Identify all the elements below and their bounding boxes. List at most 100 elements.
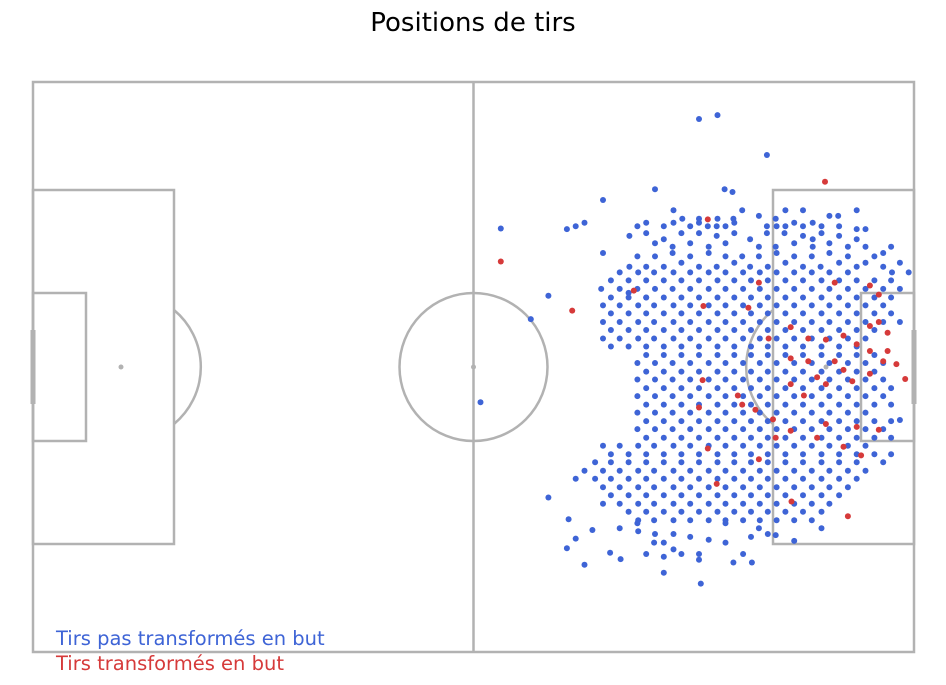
shot-missed-point-242 — [635, 335, 642, 342]
shot-missed-point-197 — [748, 310, 754, 317]
shot-missed-point-431 — [748, 434, 754, 441]
shot-missed-point-162 — [731, 294, 738, 301]
shot-missed-point-275 — [497, 225, 504, 232]
shot-missed-point-515 — [714, 475, 721, 482]
shot-missed-point-529 — [687, 484, 694, 491]
shot-goal-point-5 — [831, 279, 838, 286]
shot-missed-point-553 — [600, 500, 606, 507]
shot-missed-point-535 — [791, 484, 798, 491]
shot-missed-point-475 — [625, 459, 632, 466]
shot-missed-point-603 — [643, 551, 650, 557]
shot-missed-point-512 — [660, 475, 667, 482]
shot-missed-point-113 — [740, 269, 747, 276]
shot-missed-point-333 — [862, 376, 869, 383]
shot-missed-point-351 — [652, 393, 658, 400]
shot-goal-point-2 — [497, 258, 504, 265]
shot-missed-point-352 — [669, 393, 676, 400]
shot-missed-point-232 — [748, 327, 754, 333]
shot-missed-point-598 — [748, 533, 754, 540]
shot-missed-point-364 — [880, 393, 887, 400]
shot-missed-point-447 — [722, 442, 729, 449]
shot-missed-point-422 — [844, 426, 851, 433]
shot-missed-point-608 — [660, 569, 667, 576]
shot-missed-point-62 — [722, 240, 729, 247]
shot-missed-point-56 — [836, 232, 843, 239]
shot-goal-point-17 — [822, 336, 829, 343]
shot-goal-point-12 — [875, 319, 882, 325]
shot-missed-point-240 — [600, 335, 606, 342]
shot-missed-point-319 — [871, 368, 878, 375]
shot-missed-point-202 — [836, 310, 843, 317]
shot-missed-point-323 — [687, 376, 694, 383]
shot-missed-point-479 — [696, 459, 702, 466]
shot-missed-point-499 — [740, 467, 747, 474]
shot-missed-point-430 — [731, 434, 738, 441]
shot-missed-point-476 — [643, 459, 650, 466]
shot-missed-point-599 — [764, 531, 771, 537]
shot-missed-point-548 — [764, 492, 771, 499]
shot-missed-point-578 — [818, 508, 825, 515]
shot-missed-point-325 — [722, 376, 729, 383]
shot-missed-point-481 — [731, 459, 738, 466]
shot-missed-point-210 — [651, 319, 658, 325]
shot-missed-point-544 — [696, 492, 702, 499]
shot-goal-point-52 — [739, 401, 746, 408]
shot-missed-point-25 — [696, 219, 702, 226]
legend-entry-missed: Tirs pas transformés en but — [55, 627, 325, 650]
shot-missed-point-271 — [643, 294, 650, 301]
left-penalty-spot — [118, 364, 124, 370]
shot-missed-point-597 — [722, 539, 729, 546]
shot-missed-point-403 — [782, 418, 789, 425]
shot-missed-point-530 — [705, 484, 712, 491]
shot-missed-point-303 — [844, 360, 851, 366]
shot-missed-point-506 — [862, 467, 869, 474]
shot-missed-point-409 — [888, 418, 895, 425]
shot-missed-point-294 — [687, 360, 694, 366]
shot-missed-point-87 — [643, 263, 650, 270]
shot-missed-point-158 — [660, 294, 667, 301]
shot-missed-point-288 — [836, 352, 843, 358]
shot-missed-point-322 — [669, 376, 676, 383]
shot-goal-point-37 — [770, 416, 776, 423]
shot-missed-point-277 — [643, 352, 650, 358]
shot-missed-point-297 — [740, 360, 747, 366]
shot-missed-point-134 — [853, 277, 860, 284]
shot-missed-point-146 — [756, 285, 763, 292]
shot-missed-point-225 — [625, 327, 632, 333]
shot-missed-point-175 — [651, 302, 658, 309]
shot-missed-point-82 — [808, 253, 815, 260]
shot-goal-point-28 — [866, 370, 873, 377]
shot-missed-point-623 — [772, 532, 779, 539]
shot-missed-point-44 — [643, 230, 650, 237]
shot-missed-point-375 — [818, 401, 825, 408]
shot-missed-point-568 — [643, 508, 650, 515]
shot-missed-point-163 — [748, 294, 754, 301]
shot-missed-point-121 — [625, 277, 632, 284]
shot-missed-point-329 — [791, 376, 798, 383]
shot-missed-point-434 — [800, 434, 806, 441]
shot-missed-point-528 — [670, 484, 677, 491]
shot-missed-point-367 — [678, 401, 685, 408]
shot-missed-point-380 — [634, 409, 641, 416]
shot-missed-point-131 — [800, 277, 806, 284]
shot-missed-point-602 — [651, 539, 658, 546]
shot-missed-point-611 — [748, 559, 755, 566]
shot-missed-point-283 — [748, 352, 754, 358]
shot-missed-point-226 — [643, 327, 650, 333]
shot-missed-point-495 — [670, 467, 677, 474]
shot-missed-point-74 — [669, 250, 676, 256]
shot-missed-point-172 — [600, 302, 606, 309]
shot-missed-point-586 — [756, 517, 763, 524]
shot-missed-point-559 — [705, 500, 712, 507]
shot-missed-point-64 — [772, 243, 779, 250]
shot-goal-point-26 — [840, 366, 847, 373]
shot-missed-point-93 — [747, 263, 754, 270]
shot-missed-point-328 — [773, 376, 780, 383]
shot-missed-point-509 — [607, 475, 614, 482]
shot-missed-point-142 — [687, 285, 694, 292]
shot-missed-point-108 — [651, 269, 658, 276]
shot-goal-point-36 — [752, 406, 759, 413]
shot-missed-point-415 — [722, 426, 729, 433]
shot-missed-point-124 — [678, 277, 685, 284]
